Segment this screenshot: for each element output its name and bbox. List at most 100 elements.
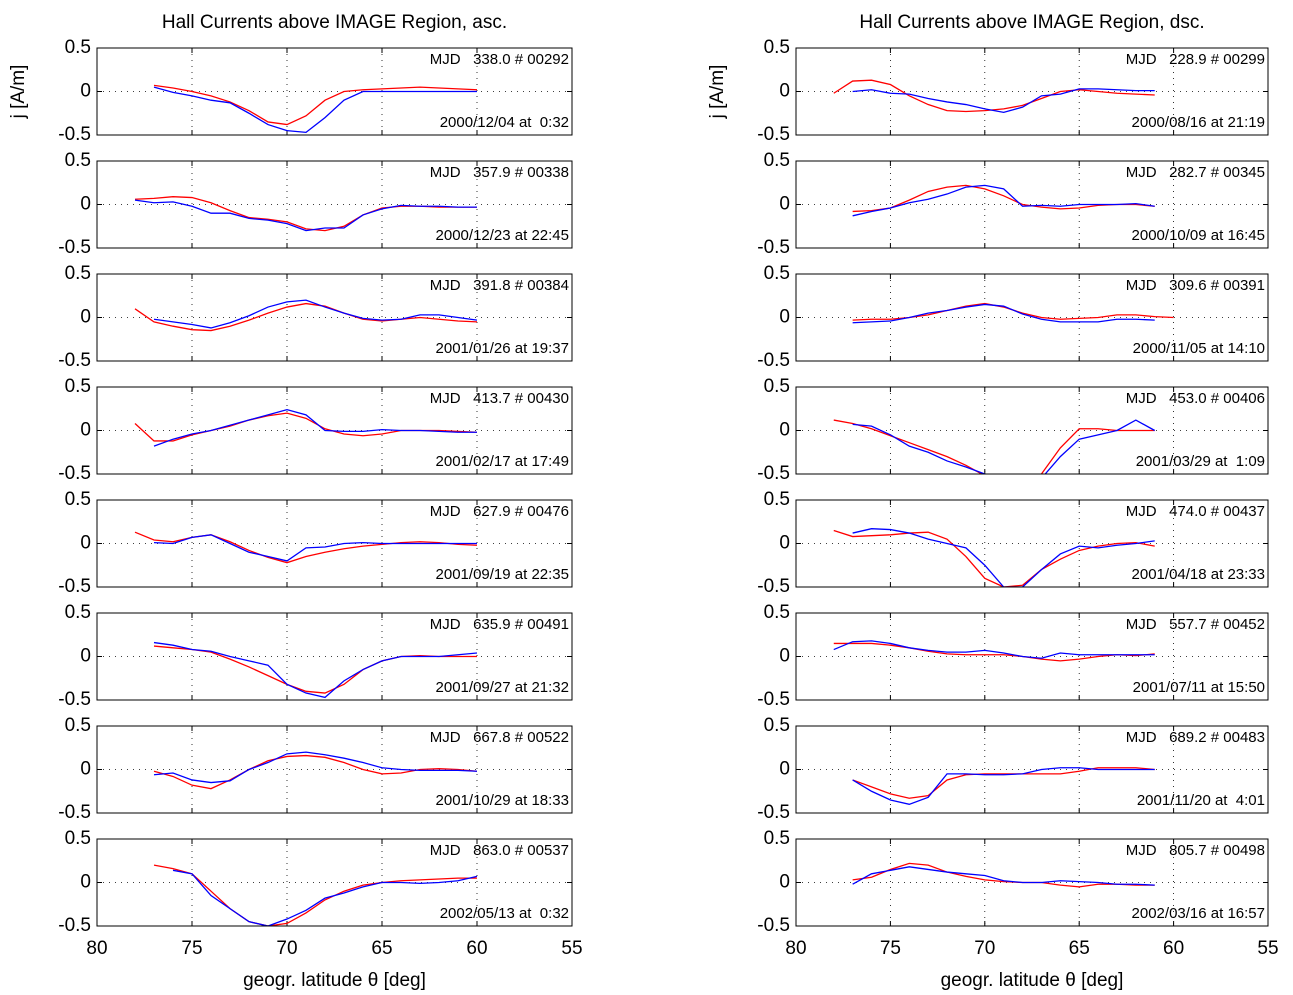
y-tick-label: 0.5	[65, 376, 91, 397]
data-line	[852, 767, 1155, 805]
annotation: 2001/04/18 at 23:33	[1132, 566, 1265, 583]
annotation: MJD 309.6 # 00391	[1126, 277, 1265, 294]
annotation: MJD 391.8 # 00384	[430, 277, 569, 294]
data-line	[852, 302, 1174, 321]
annotation: MJD 667.8 # 00522	[430, 729, 569, 746]
y-tick-label: 0	[779, 81, 790, 102]
panel: 0.5 0 -0.5 MJD 338.0 # 00292 2000/12/04 at 0…	[8, 12, 573, 145]
axes-frame	[795, 838, 1269, 927]
axes-frame	[795, 47, 1269, 136]
y-tick-label: -0.5	[757, 576, 790, 597]
chart-title: Hall Currents above IMAGE Region, dsc.	[859, 12, 1204, 33]
data-line	[852, 419, 1156, 474]
chart-title: Hall Currents above IMAGE Region, asc.	[162, 12, 507, 33]
annotation: MJD 474.0 # 00437	[1126, 503, 1265, 520]
panel: 0.5 0 -0.5 MJD 474.0 # 00437 2001/04/18 at 2…	[757, 489, 1269, 597]
y-tick-label: 0	[779, 307, 790, 328]
axes-frame	[96, 725, 573, 814]
panel: 0.5 0 -0.5 MJD 635.9 # 00491 2001/09/27 at 2…	[58, 602, 573, 710]
data-line	[153, 641, 478, 699]
y-tick-label: 0	[779, 759, 790, 780]
annotation: 2002/05/13 at 0:32	[440, 905, 569, 922]
x-tick-label: 70	[974, 938, 995, 959]
y-tick-label: 0	[80, 307, 91, 328]
annotation: 2001/09/27 at 21:32	[436, 679, 569, 696]
y-tick-label: 0.5	[65, 150, 91, 171]
y-tick-label: 0.5	[764, 715, 790, 736]
y-tick-label: 0	[80, 533, 91, 554]
x-tick-label: 55	[561, 938, 582, 959]
y-tick-label: 0	[779, 420, 790, 441]
data-line	[153, 645, 477, 694]
x-tick-label: 70	[276, 938, 297, 959]
x-tick-label: 65	[1069, 938, 1090, 959]
data-line	[852, 862, 1155, 888]
data-line	[833, 529, 1155, 587]
annotation: MJD 689.2 # 00483	[1126, 729, 1265, 746]
y-tick-label: 0.5	[764, 489, 790, 510]
y-tick-label: 0	[779, 533, 790, 554]
annotation: 2002/03/16 at 16:57	[1132, 905, 1265, 922]
y-tick-label: 0	[779, 194, 790, 215]
y-tick-label: -0.5	[58, 463, 91, 484]
y-tick-label: 0	[80, 872, 91, 893]
data-line	[153, 84, 478, 126]
annotation: MJD 863.0 # 00537	[430, 842, 569, 859]
data-line	[833, 642, 1155, 662]
y-tick-label: 0.5	[764, 602, 790, 623]
annotation: 2000/08/16 at 21:19	[1132, 114, 1265, 131]
y-tick-label: -0.5	[58, 689, 91, 710]
data-line	[833, 419, 1155, 474]
data-line	[833, 79, 1155, 113]
axes-frame	[96, 838, 573, 927]
annotation: 2000/11/05 at 14:10	[1133, 340, 1265, 357]
y-tick-label: 0	[80, 420, 91, 441]
y-tick-label: 0.5	[764, 828, 790, 849]
y-tick-label: 0.5	[65, 828, 91, 849]
axes-frame	[795, 499, 1269, 588]
panel: 0.5 0 -0.5 MJD 282.7 # 00345 2000/10/09 at 1…	[757, 150, 1269, 258]
y-tick-label: 0.5	[65, 715, 91, 736]
panel: 0.5 0 -0.5 MJD 557.7 # 00452 2001/07/11 at 1…	[757, 602, 1269, 710]
y-tick-label: 0.5	[764, 37, 790, 58]
y-tick-label: 0	[779, 646, 790, 667]
x-tick-label: 80	[86, 938, 107, 959]
data-line	[852, 303, 1155, 324]
panel: 80 75 70 65 60 55 0.5 0 -0.5 MJD 805.7 # 00498 200…	[757, 828, 1278, 991]
axes-frame	[795, 612, 1269, 701]
annotation: MJD 282.7 # 00345	[1126, 164, 1265, 181]
panel: 0.5 0 -0.5 MJD 689.2 # 00483 2001/11/20 at 4…	[757, 715, 1269, 823]
panel: 0.5 0 -0.5 MJD 667.8 # 00522 2001/10/29 at 1…	[58, 715, 573, 823]
annotation: 2001/11/20 at 4:01	[1137, 792, 1265, 809]
y-tick-label: -0.5	[757, 689, 790, 710]
annotation: 2000/12/23 at 22:45	[436, 227, 569, 244]
y-tick-label: 0	[779, 872, 790, 893]
panel: 0.5 0 -0.5 MJD 228.9 # 00299 2000/08/16 at 2…	[707, 12, 1269, 145]
x-axis-label: geogr. latitude θ [deg]	[243, 970, 426, 991]
y-tick-label: -0.5	[757, 915, 790, 936]
y-tick-label: 0.5	[65, 263, 91, 284]
y-tick-label: -0.5	[58, 124, 91, 145]
y-tick-label: -0.5	[757, 237, 790, 258]
axes-frame	[795, 160, 1269, 249]
axes-frame	[795, 386, 1269, 475]
x-tick-label: 65	[371, 938, 392, 959]
data-line	[153, 299, 478, 329]
annotation: MJD 635.9 # 00491	[430, 616, 569, 633]
x-tick-label: 75	[880, 938, 901, 959]
annotation: MJD 357.9 # 00338	[430, 164, 569, 181]
y-tick-label: 0	[80, 646, 91, 667]
annotation: 2001/10/29 at 18:33	[436, 792, 569, 809]
data-line	[852, 528, 1155, 587]
axes-frame	[795, 725, 1269, 814]
y-tick-label: 0.5	[65, 489, 91, 510]
y-tick-label: 0.5	[65, 602, 91, 623]
y-tick-label: -0.5	[58, 915, 91, 936]
y-tick-label: -0.5	[58, 237, 91, 258]
x-tick-label: 60	[1163, 938, 1184, 959]
y-tick-label: 0.5	[764, 150, 790, 171]
y-tick-label: 0.5	[764, 263, 790, 284]
x-axis-label: geogr. latitude θ [deg]	[941, 970, 1124, 991]
panel: 80 75 70 65 60 55 0.5 0 -0.5 MJD 863.0 # 00537 200…	[58, 828, 582, 991]
